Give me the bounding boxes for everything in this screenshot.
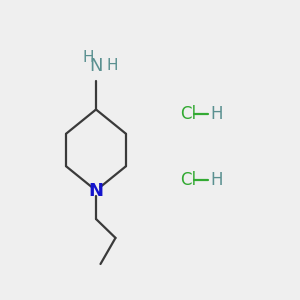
Text: H: H xyxy=(210,105,223,123)
Text: N: N xyxy=(88,182,104,200)
Text: Cl: Cl xyxy=(180,171,196,189)
Text: Cl: Cl xyxy=(180,105,196,123)
Text: H: H xyxy=(210,171,223,189)
Text: N: N xyxy=(89,57,103,75)
Text: H: H xyxy=(107,58,118,74)
Text: H: H xyxy=(83,50,94,64)
